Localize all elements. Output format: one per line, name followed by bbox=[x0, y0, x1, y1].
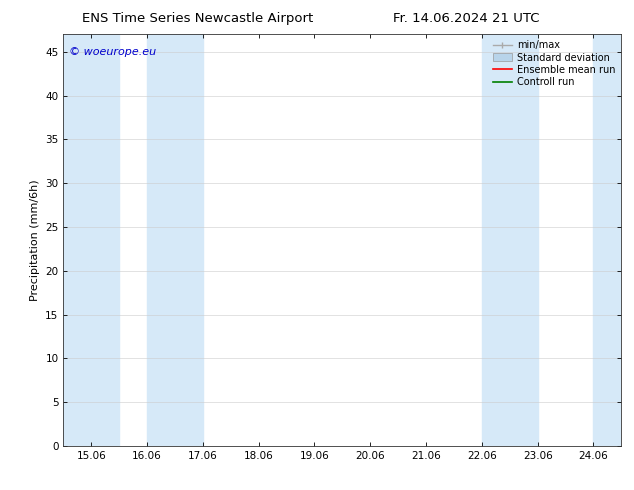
Y-axis label: Precipitation (mm/6h): Precipitation (mm/6h) bbox=[30, 179, 40, 301]
Text: © woeurope.eu: © woeurope.eu bbox=[69, 47, 156, 57]
Bar bbox=[593, 34, 621, 446]
Text: Fr. 14.06.2024 21 UTC: Fr. 14.06.2024 21 UTC bbox=[393, 12, 540, 25]
Bar bbox=[147, 34, 203, 446]
Bar bbox=[482, 34, 538, 446]
Legend: min/max, Standard deviation, Ensemble mean run, Controll run: min/max, Standard deviation, Ensemble me… bbox=[489, 37, 618, 90]
Bar bbox=[63, 34, 119, 446]
Text: ENS Time Series Newcastle Airport: ENS Time Series Newcastle Airport bbox=[82, 12, 314, 25]
